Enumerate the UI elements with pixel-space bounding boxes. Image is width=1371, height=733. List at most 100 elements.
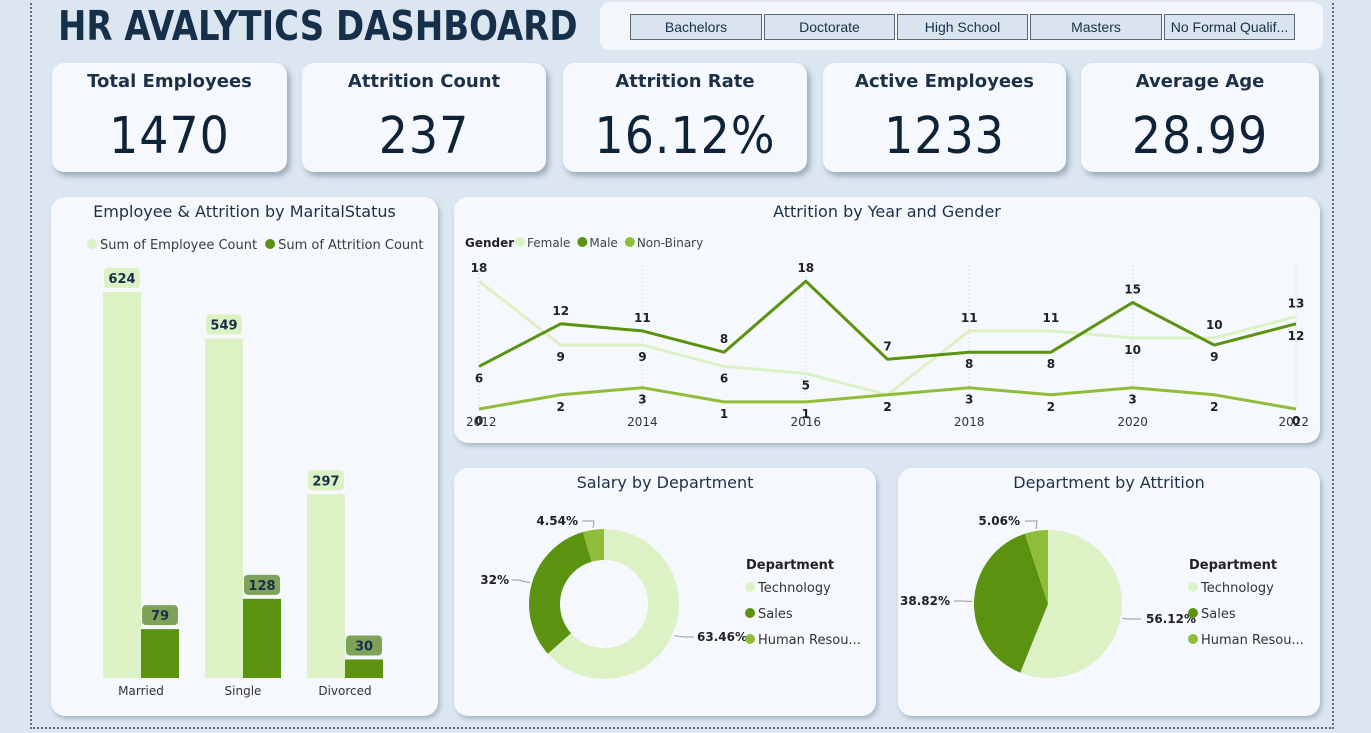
legend-marker [515, 237, 525, 247]
kpi-value: 16.12% [594, 107, 776, 166]
data-label: 30 [355, 639, 373, 654]
dashboard-frame [30, 0, 1334, 729]
legend-marker [87, 239, 97, 249]
data-label: 9 [638, 350, 646, 364]
legend-marker [1188, 582, 1198, 592]
bar [345, 659, 383, 678]
pie-slice [974, 533, 1048, 673]
legend-label: Sum of Attrition Count [278, 238, 423, 253]
kpi-label: Attrition Rate [615, 71, 755, 92]
legend-label: Technology [757, 581, 831, 596]
data-label: 2 [1047, 400, 1055, 414]
bar [103, 292, 141, 678]
attrition-pie-chart: 56.12% 38.82% 5.06% Department Technology Sal… [900, 514, 1304, 678]
kpi-value: 237 [378, 107, 470, 166]
data-label: 11 [961, 311, 978, 325]
kpi-card-active-employees[interactable]: Active Employees 1233 [823, 63, 1066, 172]
kpi-card-total-employees[interactable]: Total Employees 1470 [52, 63, 287, 172]
kpi-label: Total Employees [87, 71, 252, 92]
slicer-option-no-formal-qualification[interactable]: No Formal Qualif... [1164, 14, 1295, 40]
legend-title: Department [746, 558, 834, 573]
data-label: 11 [634, 311, 651, 325]
kpi-value: 1233 [884, 107, 1005, 166]
x-tick-label: Single [225, 684, 262, 698]
data-label: 8 [720, 332, 728, 346]
bar [205, 338, 243, 678]
legend-label: Non-Binary [637, 236, 703, 250]
pie-slice [547, 529, 679, 679]
bar [243, 598, 281, 678]
data-label: 9 [557, 350, 565, 364]
data-label: 7 [883, 339, 891, 353]
series-line [478, 386, 1297, 411]
marital-status-chart-panel[interactable]: Employee & Attrition by MaritalStatus Su… [51, 197, 438, 716]
leader-line [1025, 520, 1038, 530]
legend-label: Sales [1201, 607, 1236, 622]
salary-by-department-panel[interactable]: Salary by Department 63.46% 32% 4.54% Depar… [454, 468, 876, 716]
marital-status-bar-chart: Sum of Employee Count Sum of Attrition Co… [87, 238, 423, 698]
data-label: 2 [1210, 400, 1218, 414]
pie-slice [1020, 530, 1122, 678]
data-label: 15 [1124, 283, 1141, 297]
data-label: 12 [552, 304, 569, 318]
slice-label: 32% [480, 573, 509, 587]
kpi-card-average-age[interactable]: Average Age 28.99 [1081, 63, 1319, 172]
chart-title: Employee & Attrition by MaritalStatus [93, 202, 396, 221]
kpi-card-attrition-count[interactable]: Attrition Count 237 [302, 63, 546, 172]
legend-title: Department [1189, 558, 1277, 573]
legend-marker [624, 237, 635, 247]
data-label: 297 [312, 474, 339, 489]
data-label: 18 [471, 261, 488, 275]
slicer-option-doctorate[interactable]: Doctorate [764, 14, 895, 40]
attrition-by-year-panel[interactable]: Attrition by Year and Gender Gender Femal… [454, 197, 1320, 443]
data-label: 10 [1206, 318, 1223, 332]
x-tick-label: 2020 [1117, 415, 1148, 429]
leader-line [512, 579, 531, 584]
legend-marker [1188, 634, 1198, 644]
kpi-label: Average Age [1135, 71, 1265, 92]
data-label: 128 [248, 579, 275, 594]
legend-label: Human Resou... [1201, 633, 1304, 648]
slicer-option-masters[interactable]: Masters [1030, 14, 1162, 40]
pie-slice [529, 532, 592, 654]
data-label-background [206, 314, 242, 335]
data-label: 624 [108, 272, 135, 287]
kpi-card-attrition-rate[interactable]: Attrition Rate 16.12% [563, 63, 807, 172]
x-tick-label: 2022 [1278, 415, 1309, 429]
leader-line [674, 635, 694, 638]
data-label: 0 [1292, 414, 1300, 428]
slicer-option-bachelors[interactable]: Bachelors [630, 14, 762, 40]
slice-label: 4.54% [536, 514, 578, 528]
data-label: 9 [1210, 350, 1218, 364]
legend-label: Sales [758, 607, 793, 622]
legend-marker [265, 239, 276, 249]
kpi-label: Active Employees [855, 71, 1034, 92]
leader-line [582, 520, 595, 528]
data-label: 1 [802, 407, 810, 421]
legend-marker [577, 237, 588, 247]
x-tick-label: 2018 [954, 415, 985, 429]
x-tick-label: 2014 [627, 415, 658, 429]
dashboard-title: HR AVALYTICS DASHBOARD [58, 2, 578, 50]
legend-label: Sum of Employee Count [100, 238, 257, 253]
bar [307, 494, 345, 678]
legend-label: Human Resou... [758, 633, 861, 648]
data-label: 0 [475, 414, 483, 428]
data-label: 2 [557, 400, 565, 414]
data-label: 3 [638, 393, 646, 407]
x-tick-label: 2016 [791, 415, 822, 429]
kpi-label: Attrition Count [347, 71, 501, 92]
salary-donut-chart: 63.46% 32% 4.54% Department Technology Sales H… [480, 514, 861, 679]
data-label: 13 [1288, 297, 1305, 311]
data-label: 6 [720, 371, 728, 385]
data-label-background [142, 605, 178, 626]
data-label: 11 [1043, 311, 1060, 325]
department-by-attrition-panel[interactable]: Department by Attrition 56.12% 38.82% 5.06… [898, 468, 1320, 716]
slice-label: 63.46% [697, 630, 747, 644]
data-label: 3 [1128, 393, 1136, 407]
data-label: 1 [720, 407, 728, 421]
data-label: 2 [883, 400, 891, 414]
legend-title: Gender [465, 236, 514, 250]
slicer-option-high-school[interactable]: High School [897, 14, 1028, 40]
